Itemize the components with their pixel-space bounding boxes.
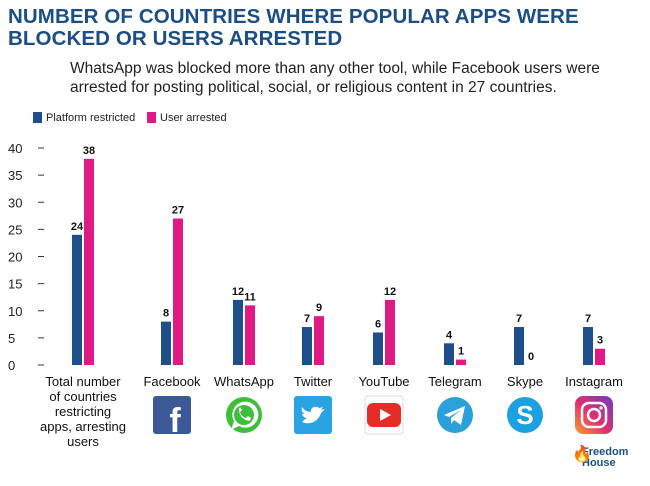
value-label-platform: 4	[446, 329, 453, 341]
bar-platform-restricted	[302, 327, 312, 365]
y-tick-label: 10	[8, 304, 22, 319]
bar-platform-restricted	[583, 327, 593, 365]
bar-user-arrested	[173, 218, 183, 365]
whatsapp-inner	[234, 405, 254, 425]
value-label-platform: 7	[516, 313, 522, 325]
bar-platform-restricted	[72, 234, 82, 365]
category-label: Total number	[45, 374, 121, 389]
brand-line1: Freedom	[582, 446, 629, 458]
y-tick-label: 20	[8, 250, 22, 265]
freedom-house-logo: 🔥 Freedom House	[572, 446, 629, 469]
chart-title: NUMBER OF COUNTRIES WHERE POPULAR APPS W…	[8, 5, 579, 50]
value-label-platform: 8	[163, 308, 169, 320]
bar-user-arrested	[245, 305, 255, 365]
legend-label-platform: Platform restricted	[46, 112, 135, 124]
telegram-icon	[437, 397, 473, 433]
legend-swatch-platform	[33, 112, 42, 123]
value-label-platform: 12	[232, 286, 244, 298]
category-label: Facebook	[143, 374, 201, 389]
legend-label-arrested: User arrested	[160, 112, 227, 124]
bar-user-arrested	[456, 359, 466, 365]
bar-platform-restricted	[373, 332, 383, 365]
y-tick-label: 40	[8, 141, 22, 156]
telegram-plane	[444, 406, 465, 425]
value-label-platform: 6	[375, 318, 381, 330]
category-label: apps, arresting	[40, 419, 126, 434]
bar-user-arrested	[385, 299, 395, 365]
value-label-arrested: 3	[597, 335, 603, 347]
instagram-icon	[575, 396, 613, 434]
bar-user-arrested	[595, 348, 605, 365]
skype-bg	[507, 397, 543, 433]
value-label-platform: 7	[304, 313, 310, 325]
facebook-glyph: f	[169, 402, 181, 440]
facebook-icon: f	[153, 396, 191, 440]
y-tick-label: 30	[8, 195, 22, 210]
youtube-play	[380, 409, 391, 421]
category-label: Instagram	[565, 374, 623, 389]
facebook-bg	[153, 396, 191, 434]
value-label-arrested: 9	[316, 302, 322, 314]
youtube-icon	[364, 395, 404, 435]
instagram-lens	[586, 407, 602, 423]
value-label-arrested: 1	[458, 346, 464, 358]
category-label: of countries	[49, 389, 117, 404]
y-axis: 0 5 10 15 20 25 30 35 40	[8, 141, 44, 373]
instagram-bg	[575, 396, 613, 434]
bar-platform-restricted	[514, 327, 524, 365]
category-label: Skype	[507, 374, 543, 389]
y-tick-label: 0	[8, 358, 15, 373]
instagram-dot	[599, 406, 603, 410]
value-label-arrested: 0	[528, 351, 534, 363]
brand-line2: House	[582, 457, 616, 469]
category-label: WhatsApp	[214, 374, 274, 389]
category-label: Telegram	[428, 374, 481, 389]
skype-icon: S	[507, 397, 543, 433]
bar-platform-restricted	[161, 321, 171, 365]
instagram-frame	[580, 401, 608, 429]
category-label: YouTube	[358, 374, 409, 389]
y-tick-label: 35	[8, 168, 22, 183]
category-label: restricting	[55, 404, 111, 419]
value-label-arrested: 38	[83, 145, 95, 157]
chart-subtitle: WhatsApp was blocked more than any other…	[70, 60, 600, 96]
value-label-arrested: 11	[244, 291, 256, 303]
legend-swatch-arrested	[147, 112, 156, 123]
value-label-platform: 24	[71, 221, 84, 233]
y-tick-label: 25	[8, 222, 22, 237]
category-label: Twitter	[294, 374, 333, 389]
torch-icon: 🔥	[572, 446, 592, 463]
twitter-icon	[294, 396, 332, 434]
whatsapp-icon	[226, 397, 262, 433]
whatsapp-phone	[239, 407, 251, 421]
bar-user-arrested	[314, 316, 324, 365]
category-label: users	[67, 434, 99, 449]
twitter-bird	[301, 406, 325, 424]
bar-platform-restricted	[444, 343, 454, 365]
y-tick-label: 15	[8, 277, 22, 292]
bar-user-arrested	[84, 158, 94, 365]
y-tick-label: 5	[8, 331, 15, 346]
value-label-arrested: 12	[384, 286, 396, 298]
legend: Platform restricted User arrested	[33, 112, 227, 124]
skype-glyph: S	[516, 400, 533, 430]
value-label-arrested: 27	[172, 205, 184, 217]
bar-platform-restricted	[233, 299, 243, 365]
value-label-platform: 7	[585, 313, 591, 325]
